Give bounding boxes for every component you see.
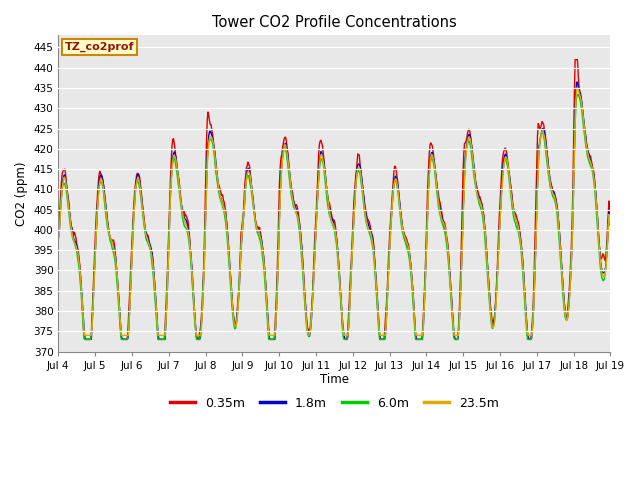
Line: 0.35m: 0.35m <box>58 60 611 339</box>
1.8m <box>65 197 72 203</box>
23.5m <box>607 220 614 226</box>
1.8m <box>178 204 186 210</box>
6.0m <box>403 242 410 248</box>
Line: 1.8m: 1.8m <box>58 82 611 339</box>
6.0m <box>207 136 215 142</box>
0.35m <box>81 336 89 342</box>
23.5m <box>122 333 130 338</box>
Line: 23.5m: 23.5m <box>58 87 611 336</box>
1.8m <box>207 130 215 136</box>
0.35m <box>207 122 215 128</box>
23.5m <box>403 239 410 244</box>
1.8m <box>573 79 580 85</box>
0.35m <box>122 336 130 342</box>
6.0m <box>122 336 130 342</box>
23.5m <box>573 84 581 90</box>
1.8m <box>419 336 426 342</box>
23.5m <box>54 237 62 242</box>
Title: Tower CO2 Profile Concentrations: Tower CO2 Profile Concentrations <box>212 15 457 30</box>
0.35m <box>419 332 426 338</box>
0.35m <box>54 234 62 240</box>
6.0m <box>178 211 186 216</box>
1.8m <box>122 336 130 342</box>
1.8m <box>607 216 614 222</box>
6.0m <box>81 336 88 342</box>
23.5m <box>65 200 72 205</box>
Y-axis label: CO2 (ppm): CO2 (ppm) <box>15 161 28 226</box>
6.0m <box>419 336 426 342</box>
6.0m <box>65 205 72 211</box>
1.8m <box>81 336 89 342</box>
0.35m <box>572 57 579 62</box>
23.5m <box>419 333 426 338</box>
23.5m <box>178 206 186 212</box>
6.0m <box>574 92 582 97</box>
23.5m <box>81 333 88 338</box>
1.8m <box>403 240 410 246</box>
6.0m <box>54 234 62 240</box>
0.35m <box>403 235 410 241</box>
0.35m <box>65 195 72 201</box>
Text: TZ_co2prof: TZ_co2prof <box>65 42 134 52</box>
1.8m <box>54 234 62 240</box>
0.35m <box>607 219 614 225</box>
23.5m <box>207 133 215 139</box>
X-axis label: Time: Time <box>320 373 349 386</box>
Legend: 0.35m, 1.8m, 6.0m, 23.5m: 0.35m, 1.8m, 6.0m, 23.5m <box>165 392 504 415</box>
0.35m <box>178 206 186 212</box>
Line: 6.0m: 6.0m <box>58 95 611 339</box>
6.0m <box>607 215 614 221</box>
